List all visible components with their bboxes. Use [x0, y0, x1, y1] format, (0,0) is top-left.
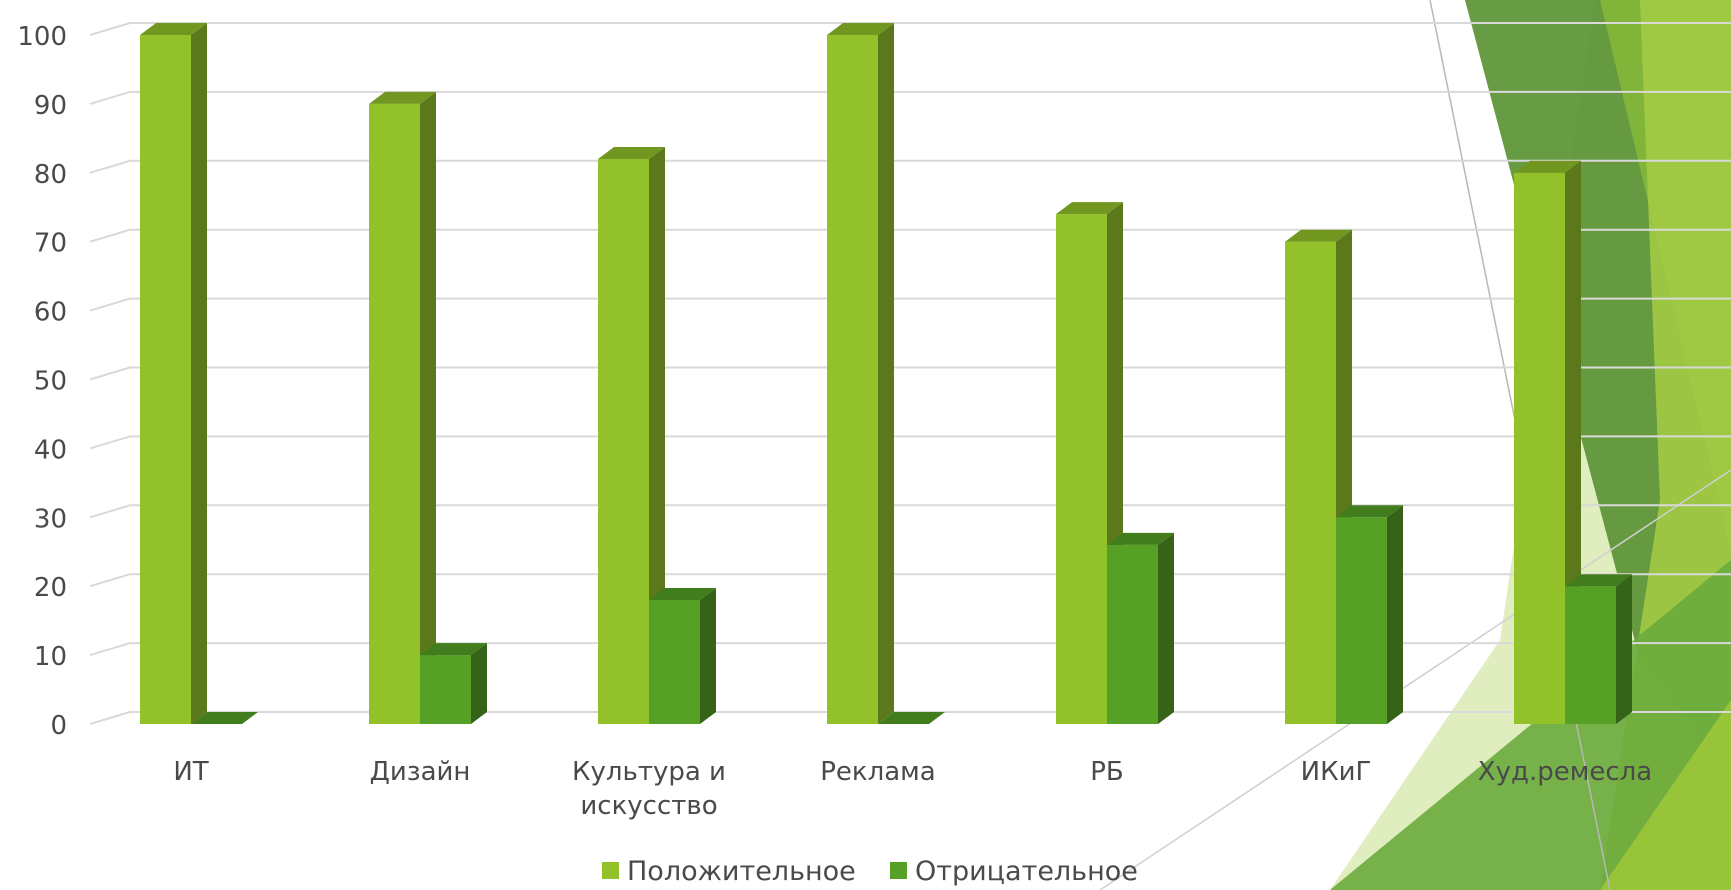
legend-label: Положительное — [627, 856, 856, 887]
x-tick-label: Худ.ремесла — [1478, 757, 1652, 787]
y-axis: 0 10 20 30 40 50 60 70 80 90 100 — [17, 22, 67, 741]
y-tick-label: 70 — [34, 229, 67, 259]
bar — [369, 91, 436, 724]
gridline — [89, 573, 1731, 588]
bar — [140, 23, 207, 724]
gridline — [89, 159, 1731, 174]
y-tick-label: 50 — [34, 367, 67, 397]
gridline — [89, 642, 1731, 657]
y-tick-label: 80 — [34, 160, 67, 190]
legend-swatch — [890, 862, 907, 879]
gridline — [89, 297, 1731, 312]
bar — [878, 712, 945, 724]
bar — [827, 23, 894, 724]
bar — [1336, 505, 1403, 724]
y-tick-label: 0 — [50, 711, 67, 741]
legend-label: Отрицательное — [915, 856, 1138, 887]
legend: Положительное Отрицательное — [602, 856, 1138, 887]
y-tick-label: 100 — [17, 22, 67, 52]
deco-line-2 — [1099, 469, 1731, 890]
y-tick-label: 10 — [34, 642, 67, 672]
y-tick-label: 60 — [34, 298, 67, 328]
bar — [1285, 229, 1352, 724]
x-tick-label: РБ — [1090, 757, 1124, 787]
deco-shape-bright — [1600, 700, 1731, 890]
x-tick-label: ИТ — [173, 757, 208, 787]
gridline — [89, 711, 1731, 725]
bar — [420, 643, 487, 724]
gridline — [89, 228, 1731, 243]
gridline — [89, 366, 1731, 381]
legend-item: Отрицательное — [890, 856, 1138, 887]
y-tick-label: 40 — [34, 435, 67, 465]
y-tick-label: 90 — [34, 91, 67, 121]
gridline — [89, 22, 1731, 36]
x-tick-label: Дизайн — [370, 757, 471, 787]
x-tick-label: Реклама — [820, 757, 935, 787]
gridlines — [89, 22, 1731, 725]
gridline — [89, 504, 1731, 519]
bars — [140, 23, 1632, 725]
bar — [598, 147, 665, 724]
x-tick-label: ИКиГ — [1301, 757, 1372, 787]
bar — [191, 712, 258, 724]
y-tick-label: 30 — [34, 504, 67, 534]
y-tick-label: 20 — [34, 573, 67, 603]
x-tick-label: Культура и искусство — [572, 757, 726, 821]
legend-item: Положительное — [602, 856, 856, 887]
x-axis: ИТ Дизайн Культура и искусство Реклама РБ ИКиГ… — [173, 757, 1652, 821]
bar — [649, 587, 716, 724]
legend-swatch — [602, 862, 619, 879]
gridline — [89, 435, 1731, 450]
bar — [1107, 532, 1174, 724]
bar — [1565, 574, 1632, 724]
gridline — [89, 90, 1731, 105]
